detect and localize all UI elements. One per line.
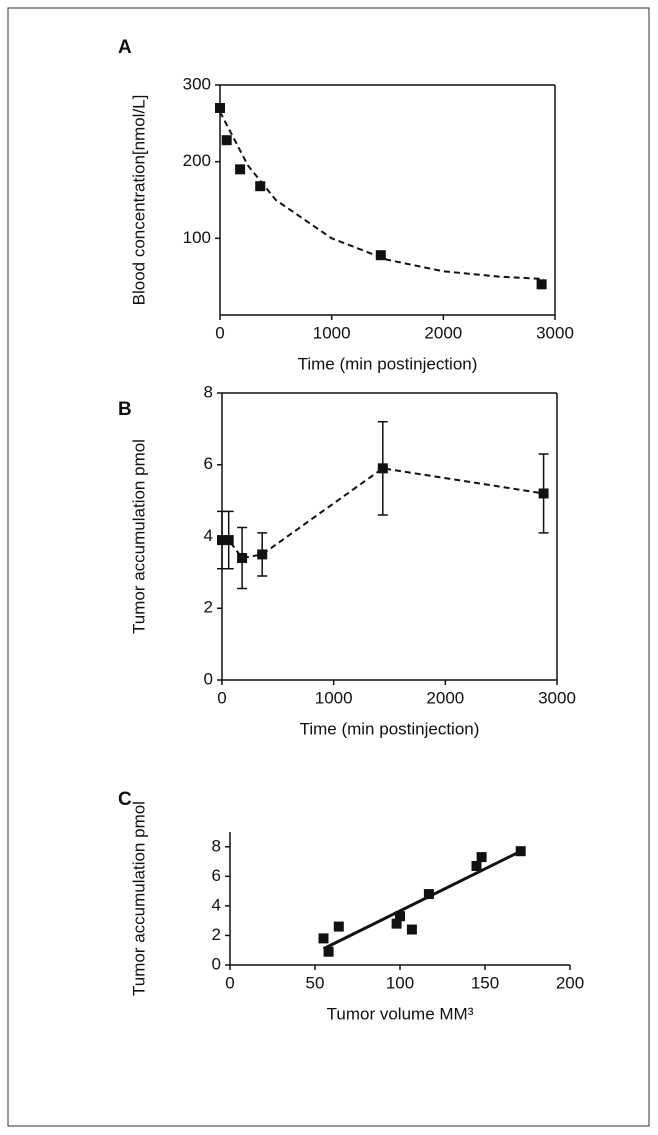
figure-border	[7, 7, 650, 1127]
y-tick-label: 300	[183, 74, 211, 93]
y-axis-label: Tumor accumulation pmol	[129, 439, 148, 634]
x-tick-label: 200	[556, 973, 584, 992]
y-tick-label: 8	[212, 836, 221, 855]
x-axis-label: Tumor volume MM³	[327, 1004, 474, 1023]
y-tick-label: 4	[212, 895, 221, 914]
x-tick-label: 0	[215, 323, 224, 342]
data-point	[423, 889, 434, 900]
x-tick-label: 3000	[536, 323, 574, 342]
data-point	[471, 860, 482, 871]
y-tick-label: 8	[204, 382, 213, 401]
data-point	[235, 164, 246, 175]
x-tick-label: 1000	[313, 323, 351, 342]
data-point	[215, 103, 225, 113]
y-tick-label: 6	[204, 454, 213, 473]
data-point	[333, 921, 344, 932]
x-tick-label: 0	[217, 688, 226, 707]
x-axis-label: Time (min postinjection)	[300, 719, 480, 738]
data-point	[217, 535, 227, 546]
data-point	[221, 135, 232, 146]
panel-label: A	[118, 37, 132, 58]
panel-label: C	[118, 789, 132, 810]
data-point	[538, 488, 549, 499]
x-tick-label: 50	[306, 973, 325, 992]
y-tick-label: 200	[183, 151, 211, 170]
y-tick-label: 0	[204, 669, 213, 688]
data-point	[377, 463, 388, 474]
x-tick-label: 1000	[315, 688, 353, 707]
series-line	[322, 849, 522, 951]
data-point	[323, 946, 334, 957]
data-point	[255, 181, 266, 192]
y-tick-label: 100	[183, 228, 211, 247]
y-tick-label: 2	[212, 925, 221, 944]
data-point	[395, 911, 405, 922]
x-tick-label: 100	[386, 973, 414, 992]
x-tick-label: 2000	[424, 323, 462, 342]
data-point	[223, 535, 234, 546]
data-point	[257, 549, 268, 560]
y-axis-label: Tumor accumulation pmol	[129, 801, 148, 996]
data-point	[476, 852, 487, 863]
y-tick-label: 4	[204, 526, 213, 545]
y-tick-label: 0	[212, 954, 221, 973]
x-tick-label: 2000	[426, 688, 464, 707]
x-tick-label: 150	[471, 973, 499, 992]
x-tick-label: 0	[225, 973, 234, 992]
y-axis-label: Blood concentration[nmol/L]	[129, 95, 148, 306]
x-tick-label: 3000	[538, 688, 576, 707]
series-line	[219, 111, 544, 280]
panel-label: B	[118, 399, 132, 420]
x-axis-label: Time (min postinjection)	[298, 354, 478, 373]
data-point	[318, 933, 329, 944]
data-point	[536, 279, 547, 290]
y-tick-label: 6	[212, 866, 221, 885]
data-point	[375, 250, 386, 261]
y-tick-label: 2	[204, 598, 213, 617]
data-point	[406, 924, 417, 935]
data-point	[391, 918, 402, 929]
data-point	[237, 553, 248, 564]
